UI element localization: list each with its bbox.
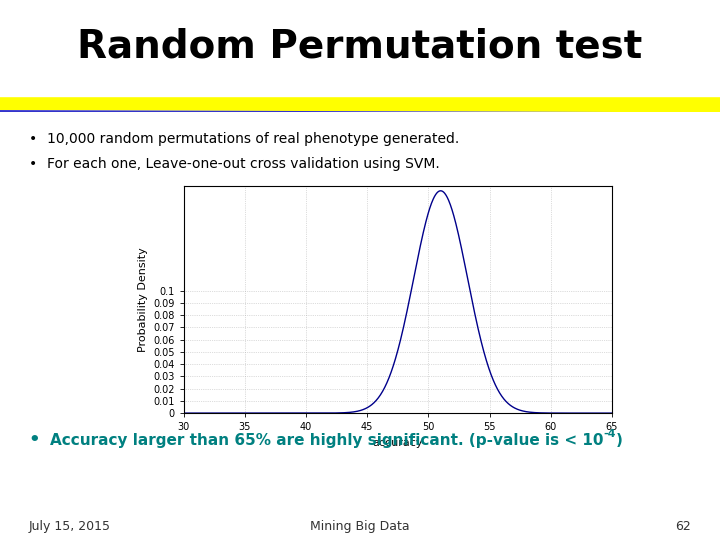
Text: •: • <box>29 157 37 171</box>
Text: ): ) <box>616 433 623 448</box>
Text: Mining Big Data: Mining Big Data <box>310 520 410 533</box>
Text: Accuracy larger than 65% are highly significant. (p-value is < 10: Accuracy larger than 65% are highly sign… <box>50 433 604 448</box>
Y-axis label: Probability Density: Probability Density <box>138 247 148 352</box>
Text: Random Permutation test: Random Permutation test <box>77 28 643 66</box>
Text: For each one, Leave-one-out cross validation using SVM.: For each one, Leave-one-out cross valida… <box>47 157 439 171</box>
Text: 62: 62 <box>675 520 691 533</box>
Text: July 15, 2015: July 15, 2015 <box>29 520 111 533</box>
Text: •: • <box>29 431 40 449</box>
Text: 10,000 random permutations of real phenotype generated.: 10,000 random permutations of real pheno… <box>47 132 459 146</box>
Polygon shape <box>0 97 720 112</box>
X-axis label: accuracy: accuracy <box>372 438 423 448</box>
Text: •: • <box>29 132 37 146</box>
Text: -4: -4 <box>603 429 616 438</box>
Polygon shape <box>0 110 720 112</box>
